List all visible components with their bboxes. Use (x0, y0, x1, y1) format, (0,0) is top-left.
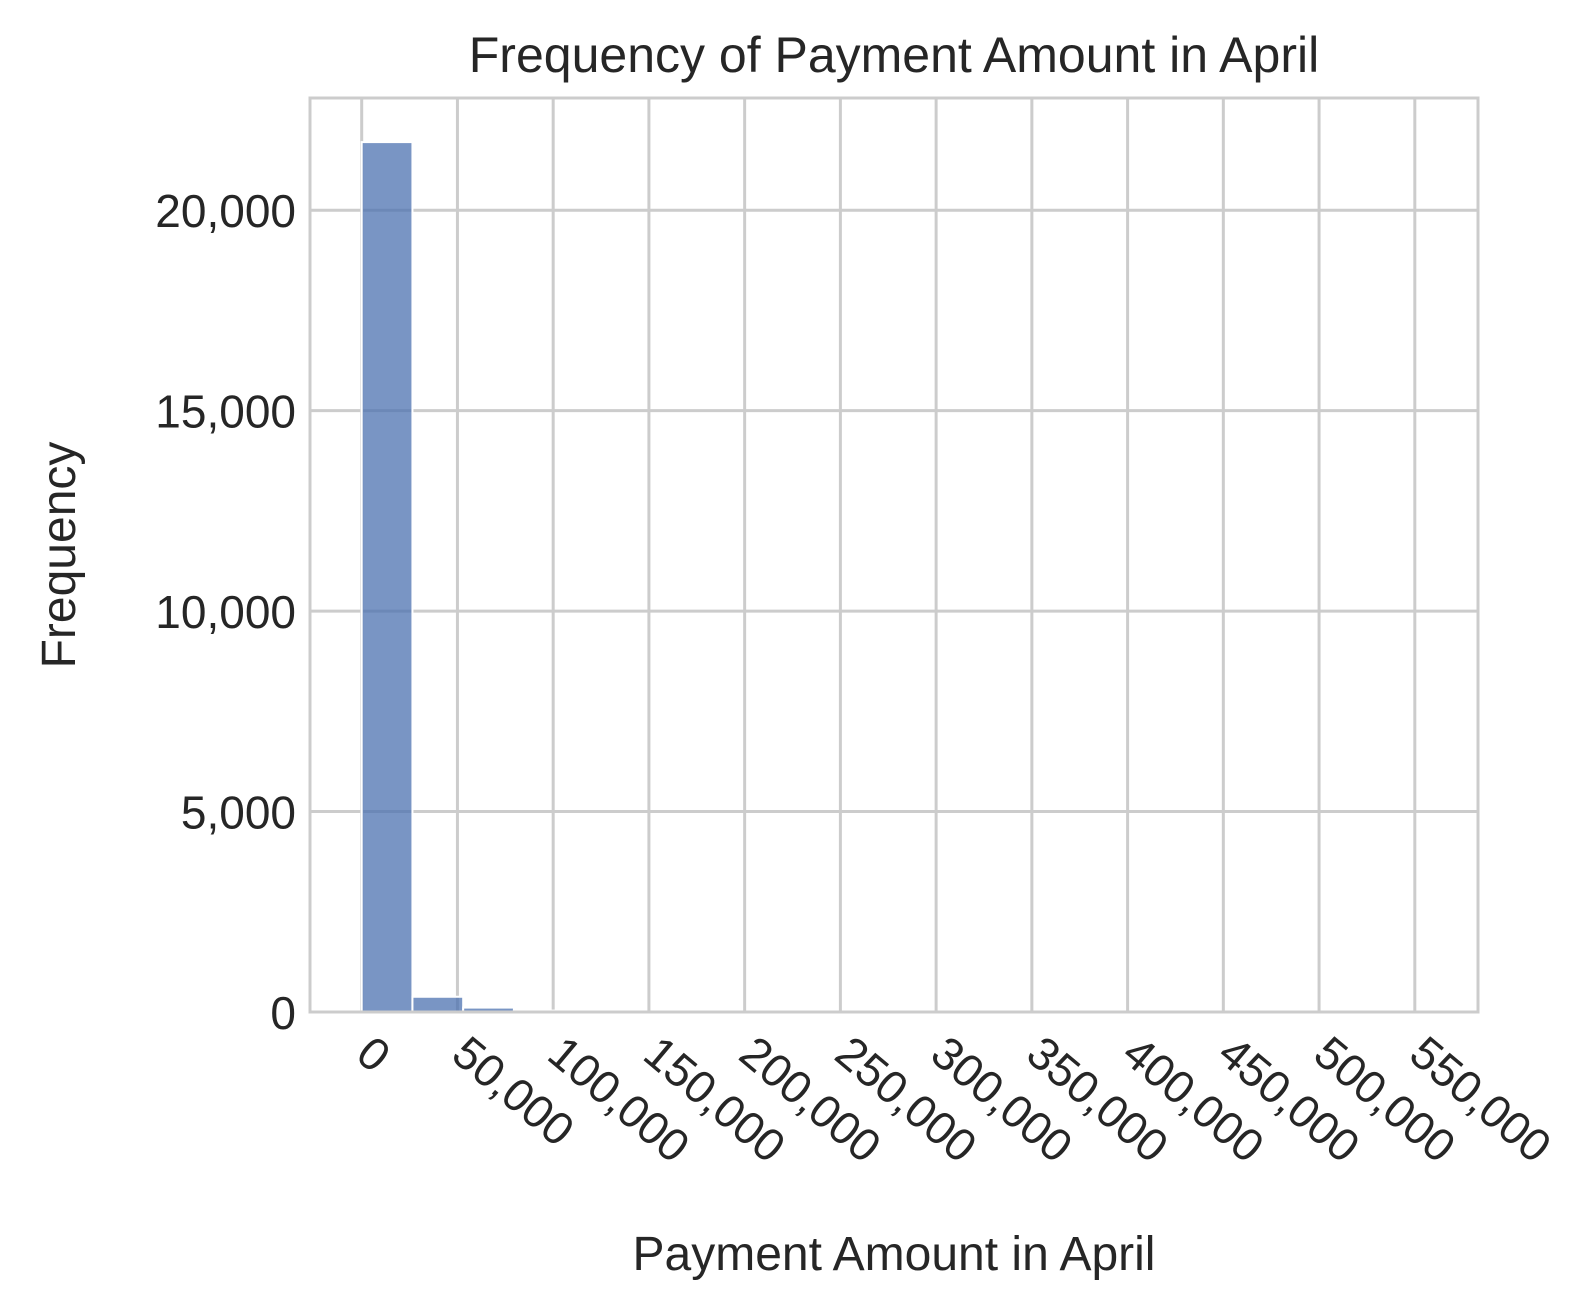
y-tick-label: 20,000 (155, 185, 296, 237)
y-tick-labels: 0 5,000 10,000 15,000 20,000 (155, 185, 296, 1039)
y-tick-label: 15,000 (155, 386, 296, 438)
y-tick-label: 0 (270, 987, 296, 1039)
histogram-bar (362, 142, 413, 1012)
histogram-bar (412, 997, 463, 1012)
chart-title: Frequency of Payment Amount in April (469, 27, 1319, 83)
plot-frame (310, 98, 1478, 1012)
y-tick-label: 5,000 (181, 787, 296, 839)
y-tick-label: 10,000 (155, 586, 296, 638)
grid-layer (310, 98, 1478, 1012)
y-axis-label: Frequency (33, 442, 86, 669)
bars-layer (362, 142, 1428, 1012)
x-tick-label: 0 (347, 1026, 400, 1082)
x-axis-label: Payment Amount in April (633, 1228, 1156, 1281)
